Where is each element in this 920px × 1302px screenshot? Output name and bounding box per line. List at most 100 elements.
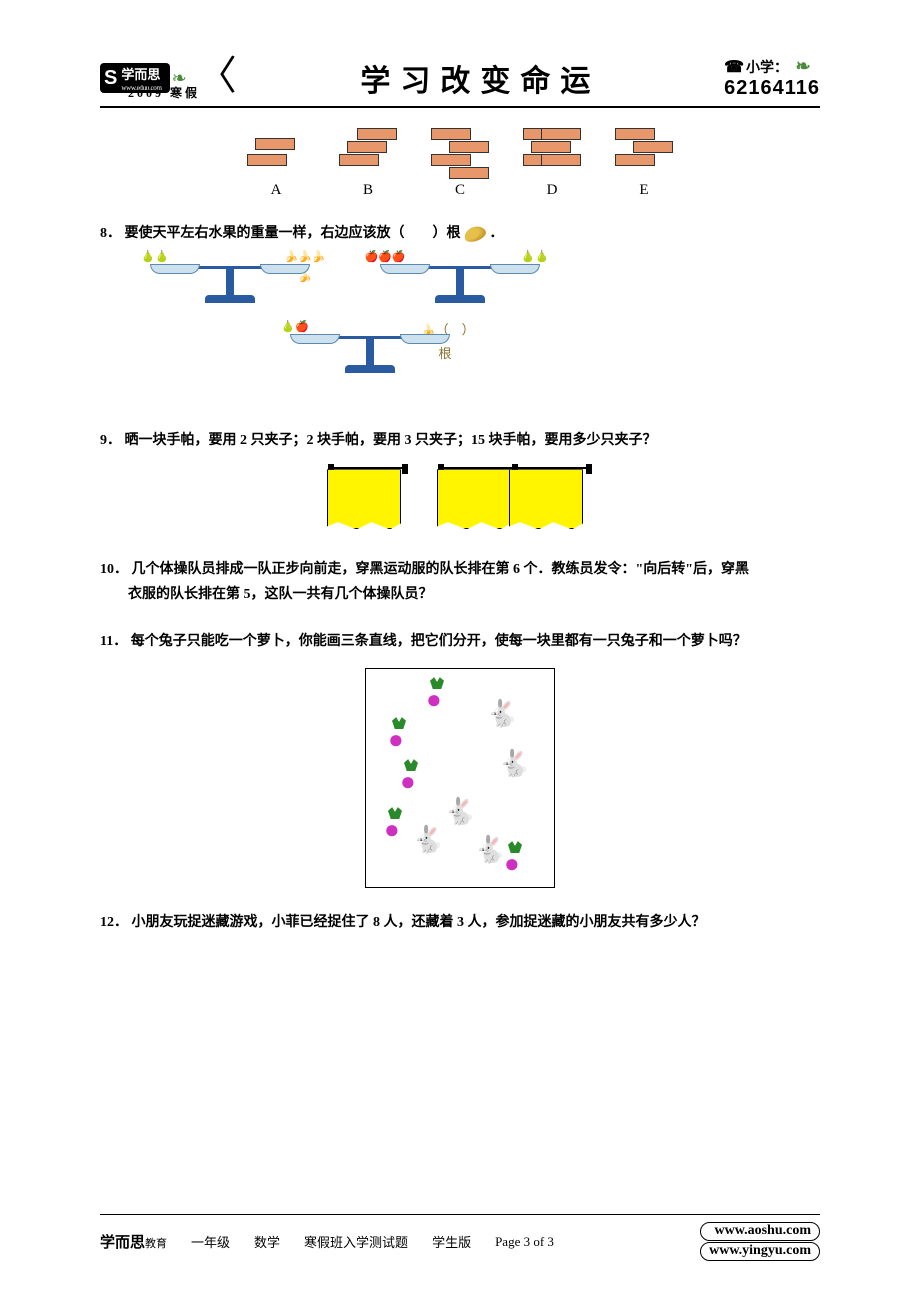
brick-label: D	[547, 182, 558, 199]
scale-stand	[366, 339, 374, 365]
question-text: 小朋友玩捉迷藏游戏，小菲已经捉住了 8 人，还藏着 3 人，参加捉迷藏的小朋友共…	[132, 915, 706, 930]
brick-option: E	[615, 128, 673, 199]
clip-icon	[586, 464, 592, 474]
brick	[255, 138, 295, 150]
footer-link: www.yingyu.com	[700, 1242, 820, 1261]
rabbit-icon: 🐇	[498, 751, 530, 777]
footer-brand: 学而思	[100, 1235, 145, 1251]
question-text: 晒一块手帕，要用 2 只夹子；2 块手帕，要用 3 只夹子；15 块手帕，要用多…	[125, 433, 657, 448]
question-text: ．	[490, 226, 504, 241]
question-11: 11． 每个兔子只能吃一个萝卜，你能画三条直线，把它们分开，使每一块里都有一只兔…	[100, 629, 820, 888]
brick	[615, 128, 655, 140]
question-number: 12．	[100, 915, 128, 930]
rabbit-icon: 🐇	[474, 837, 506, 863]
scale-pan	[380, 264, 430, 274]
brick-option: C	[431, 128, 489, 199]
scale-pan	[290, 334, 340, 344]
logo-text: 学而思	[121, 67, 160, 82]
brick	[431, 128, 471, 140]
brick	[541, 154, 581, 166]
brick	[615, 154, 655, 166]
page-header: S 学而思 www.eduu.com ❧ 2009 寒假 〈 学习改变命运 小学…	[100, 50, 820, 108]
scale-beam	[400, 266, 520, 269]
question-8: 8． 要使天平左右水果的重量一样，右边应该放（ ）根 ． 🍐🍐 🍌🍌🍌🍌 🍎🍎🍎…	[100, 221, 820, 406]
handkerchief-group	[438, 465, 592, 534]
handkerchief	[437, 469, 511, 529]
brick	[247, 154, 287, 166]
scale-pan	[400, 334, 450, 344]
clothesline	[328, 467, 408, 469]
leaf-icon: ❧	[796, 56, 811, 76]
question-number: 9．	[100, 433, 121, 448]
radish-icon: ●	[504, 851, 520, 877]
question-number: 8．	[100, 226, 121, 241]
banner-title: 学习改变命运	[237, 56, 724, 100]
radish-icon: ●	[388, 727, 404, 753]
scale-pan	[490, 264, 540, 274]
phone-number: 62164116	[724, 77, 820, 99]
brick	[339, 154, 379, 166]
bricks-figure: A B C D E	[100, 128, 820, 199]
footer-version: 学生版	[432, 1232, 471, 1251]
handkerchief	[327, 469, 401, 529]
balance-scale: 🍐🍐 🍌🍌🍌🍌	[150, 266, 310, 303]
brick-stack	[247, 128, 305, 176]
brick-option: B	[339, 128, 397, 199]
footer-page: Page 3 of 3	[495, 1234, 554, 1250]
question-text: 几个体操队员排成一队正步向前走，穿黑运动服的队长排在第 6 个．教练员发令："向…	[132, 562, 750, 577]
balance-scale: 🍎🍎🍎 🍐🍐	[380, 266, 540, 303]
handkerchief	[509, 469, 583, 529]
footer-grade: 一年级	[191, 1232, 230, 1251]
phone-box: 小学： ❧ 62164116	[724, 57, 820, 99]
footer-brand-wrap: 学而思教育	[100, 1231, 167, 1252]
brick	[633, 141, 673, 153]
question-9: 9． 晒一块手帕，要用 2 只夹子；2 块手帕，要用 3 只夹子；15 块手帕，…	[100, 428, 820, 534]
brick-stack	[615, 128, 673, 176]
brick-label: A	[271, 182, 282, 199]
clip-icon	[402, 464, 408, 474]
brick-label: C	[455, 182, 465, 199]
brick-option: A	[247, 128, 305, 199]
scale-base	[435, 295, 485, 303]
handkerchief-group	[328, 465, 408, 534]
scale-pan	[150, 264, 200, 274]
rabbit-icon: 🐇	[486, 701, 518, 727]
page-footer: 学而思教育 一年级 数学 寒假班入学测试题 学生版 Page 3 of 3 ww…	[100, 1214, 820, 1262]
scale-stand	[456, 269, 464, 295]
footer-title: 寒假班入学测试题	[304, 1232, 408, 1251]
footer-link: www.aoshu.com	[700, 1222, 820, 1241]
rabbit-icon: 🐇	[412, 827, 444, 853]
footer-subject: 数学	[254, 1232, 280, 1251]
scales-figure: 🍐🍐 🍌🍌🍌🍌 🍎🍎🍎 🍐🍐	[150, 256, 820, 406]
scale-base	[345, 365, 395, 373]
footer-links: www.aoshu.com www.yingyu.com	[700, 1221, 820, 1262]
scale-base	[205, 295, 255, 303]
question-text: 要使天平左右水果的重量一样，右边应该放（ ）根	[125, 226, 461, 241]
brick	[431, 154, 471, 166]
question-text: 衣服的队长排在第 5，这队一共有几个体操队员？	[128, 582, 820, 607]
brick	[357, 128, 397, 140]
handkerchief-figure	[100, 465, 820, 534]
rabbit-radish-box: 🐇🐇🐇🐇🐇●●●●●	[365, 668, 555, 888]
radish-icon: ●	[426, 687, 442, 713]
scale-pan	[260, 264, 310, 274]
brick-label: B	[363, 182, 373, 199]
radish-icon: ●	[384, 817, 400, 843]
balance-scale: 🍐🍎 🍌（ ）根	[290, 336, 450, 373]
banner-bracket-left: 〈	[197, 56, 237, 96]
brick-stack	[523, 128, 581, 176]
brick	[347, 141, 387, 153]
question-number: 10．	[100, 562, 128, 577]
banana-icon	[462, 223, 487, 244]
question-12: 12． 小朋友玩捉迷藏游戏，小菲已经捉住了 8 人，还藏着 3 人，参加捉迷藏的…	[100, 910, 820, 935]
footer-brand-suffix: 教育	[145, 1238, 167, 1250]
logo-mark: S	[104, 67, 117, 90]
brick-stack	[339, 128, 397, 176]
brick	[449, 167, 489, 179]
brick	[449, 141, 489, 153]
question-10: 10． 几个体操队员排成一队正步向前走，穿黑运动服的队长排在第 6 个．教练员发…	[100, 557, 820, 607]
brick	[531, 141, 571, 153]
brick	[541, 128, 581, 140]
question-text: 每个兔子只能吃一个萝卜，你能画三条直线，把它们分开，使每一块里都有一只兔子和一个…	[131, 634, 747, 649]
scale-beam	[170, 266, 290, 269]
